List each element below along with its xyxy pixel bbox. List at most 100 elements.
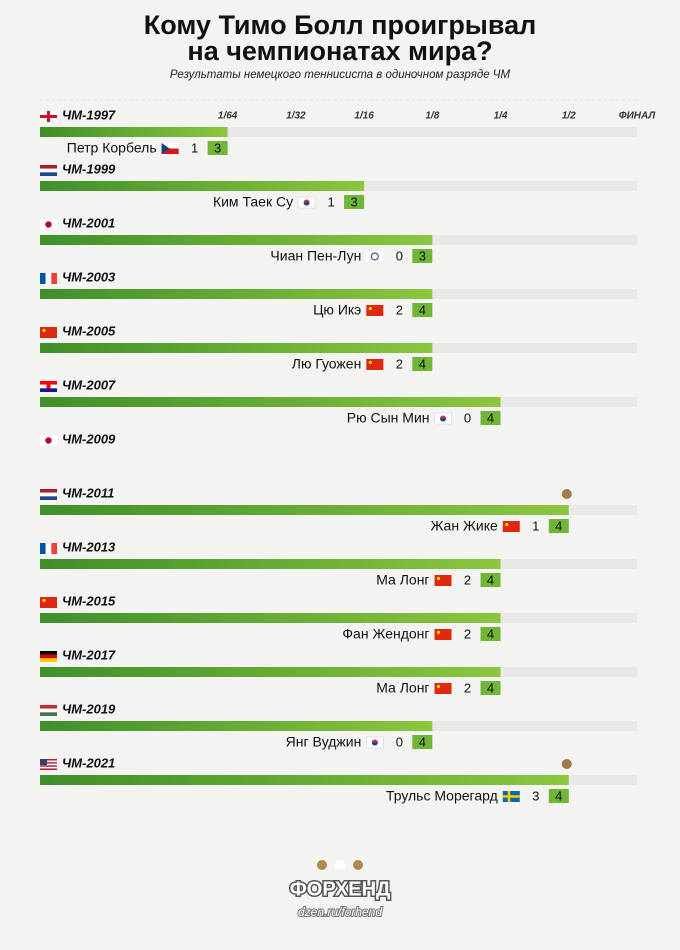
- opponent-score: 4: [555, 788, 562, 803]
- opponent: Ма Лонг: [376, 680, 429, 696]
- boll-score: 1: [327, 194, 334, 209]
- score-box: [480, 627, 501, 641]
- flag-part: [161, 148, 179, 154]
- x-tick-label: 1/32: [286, 111, 306, 122]
- row-label: ЧМ-2001: [62, 215, 115, 230]
- brand: ФОРХЕНД: [290, 878, 391, 900]
- row-label: ЧМ-1999: [62, 161, 116, 176]
- flag-part: [40, 165, 57, 169]
- opponent-score: 4: [419, 302, 426, 317]
- flag: [502, 521, 520, 532]
- flag: [434, 575, 452, 586]
- x-tick-label: 1/16: [354, 111, 374, 122]
- opponent-score: 3: [419, 248, 426, 263]
- boll-score: 2: [396, 356, 403, 371]
- track: [40, 127, 637, 137]
- row-label: ЧМ-2017: [62, 647, 116, 662]
- flag-part: [502, 795, 520, 798]
- subtitle: Результаты немецкого теннисиста в одиноч…: [170, 69, 511, 81]
- flag-part: [368, 306, 372, 311]
- flag: [434, 683, 452, 694]
- opponent: Ким Таек Су: [213, 194, 293, 210]
- flag: [434, 629, 452, 640]
- flag-part: [436, 630, 441, 635]
- flag-part: [366, 251, 384, 262]
- flag-part: [40, 766, 57, 769]
- score-box: [344, 195, 365, 209]
- flag-part: [40, 765, 57, 767]
- opponent: Трульс Морегард: [386, 788, 498, 804]
- opponent: Петр Корбель: [67, 140, 157, 156]
- flag-part: [161, 143, 170, 154]
- boll-score: 2: [464, 572, 471, 587]
- flag-part: [40, 768, 57, 770]
- bar: [40, 397, 501, 407]
- flag-part: [434, 629, 452, 640]
- flag: [40, 489, 57, 500]
- x-tick-label: 1/64: [218, 111, 238, 122]
- bar: [40, 343, 433, 353]
- flag-part: [51, 273, 57, 284]
- opponent: Рю Сын Мин: [347, 410, 430, 426]
- flag: [434, 412, 452, 425]
- flag-part: [436, 576, 441, 581]
- flag-part: [434, 683, 452, 694]
- bar: [40, 127, 228, 137]
- flag-part: [40, 712, 57, 716]
- flag-part: [40, 388, 57, 392]
- score-box: [412, 249, 433, 263]
- flag: [40, 435, 57, 446]
- flag-part: [40, 172, 57, 176]
- flag-part: [370, 252, 379, 261]
- bar: [40, 721, 433, 731]
- flag: [40, 597, 57, 608]
- flag-part: [436, 684, 441, 689]
- medal: [561, 489, 572, 499]
- score-box: [480, 573, 501, 587]
- boll-score: 2: [396, 302, 403, 317]
- row-label: ЧМ-2013: [62, 539, 116, 554]
- flag-part: [40, 759, 57, 761]
- score-box: [548, 789, 569, 803]
- boll-score: 0: [396, 734, 403, 749]
- flag: [502, 791, 520, 802]
- x-tick-label: 1/2: [562, 111, 576, 122]
- opponent-score: 3: [350, 194, 357, 209]
- opponent-score: 4: [419, 734, 426, 749]
- opponent: Жан Жике: [430, 518, 498, 534]
- flag: [366, 359, 384, 370]
- opponent-score: 4: [487, 626, 494, 641]
- flag: [161, 143, 179, 154]
- row-label: ЧМ-2007: [62, 377, 116, 392]
- boll-score: 1: [532, 518, 539, 533]
- flag-part: [40, 489, 57, 493]
- score-box: [548, 519, 569, 533]
- bar: [40, 775, 569, 785]
- flag: [40, 759, 57, 770]
- flag-part: [46, 383, 51, 389]
- boll-score: 2: [464, 626, 471, 641]
- flag-part: [40, 763, 57, 766]
- bar: [40, 289, 433, 299]
- row-label: ЧМ-1997: [62, 107, 116, 122]
- row-label: ЧМ-2011: [62, 485, 114, 500]
- opponent: Чиан Пен-Лун: [270, 248, 361, 264]
- flag: [40, 705, 57, 716]
- dot: [317, 860, 327, 870]
- flag-part: [40, 543, 46, 554]
- opponent-score: 4: [419, 356, 426, 371]
- opponent-score: 4: [487, 680, 494, 695]
- opponent: Ма Лонг: [376, 572, 429, 588]
- flag-part: [45, 437, 52, 444]
- flag-part: [371, 742, 378, 746]
- boll-score: 0: [464, 410, 471, 425]
- opponent-score: 4: [555, 518, 562, 533]
- flag-part: [40, 492, 57, 497]
- flag-part: [40, 760, 57, 763]
- flag: [40, 651, 57, 662]
- flag-part: [40, 168, 57, 173]
- flag-part: [51, 543, 57, 554]
- score-box: [412, 357, 433, 371]
- row-label: ЧМ-2015: [62, 593, 116, 608]
